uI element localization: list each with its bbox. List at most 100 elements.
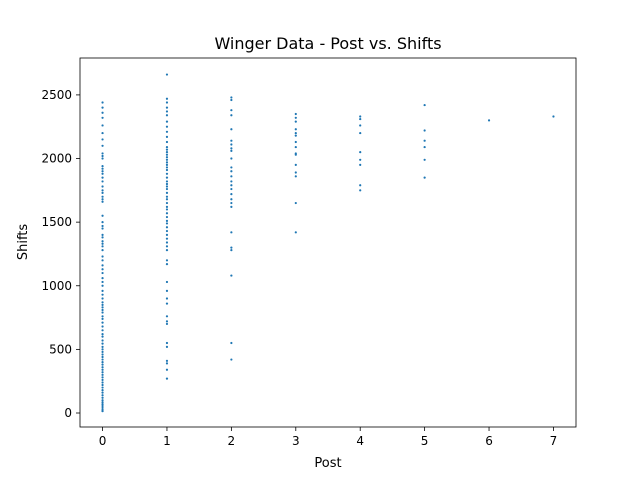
data-point — [165, 245, 169, 248]
data-point — [101, 172, 104, 175]
data-point — [359, 117, 362, 121]
data-point — [101, 116, 104, 119]
data-point — [294, 120, 297, 123]
data-point — [165, 148, 169, 151]
data-point — [101, 180, 104, 183]
data-point — [101, 373, 104, 376]
data-point — [165, 195, 169, 198]
data-point — [230, 246, 233, 249]
data-point — [165, 114, 169, 117]
data-point — [230, 98, 233, 102]
data-point — [101, 165, 104, 168]
data-point — [101, 345, 104, 348]
data-point — [165, 289, 169, 292]
data-point — [101, 157, 104, 160]
data-point — [230, 249, 233, 252]
data-point — [101, 396, 104, 399]
x-axis: 0 1 2 3 4 5 6 7 — [99, 427, 557, 448]
data-point — [165, 110, 169, 113]
data-point — [230, 274, 233, 277]
data-point — [101, 386, 104, 389]
data-point — [230, 175, 233, 178]
data-point — [165, 101, 169, 104]
data-point — [165, 97, 169, 100]
data-point — [101, 214, 104, 217]
data-point — [165, 185, 169, 188]
data-point — [101, 259, 104, 262]
data-point — [165, 187, 169, 191]
y-axis-label: Shifts — [16, 224, 31, 261]
data-point — [294, 131, 297, 135]
data-point — [165, 362, 169, 365]
data-point — [359, 131, 362, 135]
data-point — [101, 195, 104, 198]
data-point — [359, 163, 362, 166]
data-point — [165, 249, 169, 252]
data-point — [101, 321, 104, 324]
chart-title: Winger Data - Post vs. Shifts — [214, 34, 441, 53]
data-point — [101, 221, 104, 224]
data-point — [101, 297, 104, 300]
data-point — [101, 315, 104, 318]
data-point — [101, 191, 104, 194]
data-point — [101, 236, 104, 239]
plot-frame — [79, 57, 577, 428]
data-point — [101, 402, 104, 406]
data-point — [165, 315, 169, 318]
data-point — [101, 394, 104, 397]
data-point — [165, 233, 169, 236]
data-point — [165, 168, 169, 172]
data-point — [359, 124, 362, 127]
x-tick-label: 0 — [99, 434, 107, 448]
data-point — [165, 125, 169, 128]
data-point — [165, 263, 169, 266]
x-tick-label: 3 — [292, 434, 300, 448]
data-point — [487, 119, 491, 122]
data-point — [423, 139, 426, 142]
data-point — [101, 358, 104, 361]
data-point — [165, 182, 169, 186]
data-point — [101, 106, 104, 109]
data-point — [165, 208, 169, 211]
data-point — [230, 157, 233, 160]
data-point — [101, 371, 104, 374]
data-point — [165, 180, 169, 183]
data-point — [165, 320, 169, 323]
data-point — [165, 201, 169, 205]
data-point — [165, 151, 169, 154]
data-point — [101, 317, 104, 320]
data-point — [101, 280, 104, 284]
y-tick-label: 0 — [64, 406, 72, 420]
x-tick-label: 1 — [163, 434, 171, 448]
data-point — [165, 226, 169, 229]
data-point — [294, 163, 297, 166]
data-point — [101, 154, 104, 158]
data-point — [359, 184, 362, 187]
data-point — [101, 350, 104, 354]
data-point — [165, 106, 169, 109]
data-point — [101, 227, 104, 230]
data-point — [101, 301, 104, 304]
data-point — [101, 348, 104, 351]
y-tick-label: 1500 — [41, 215, 72, 229]
data-point — [230, 139, 233, 142]
data-point — [101, 268, 104, 271]
data-point — [230, 170, 233, 173]
data-point — [101, 189, 104, 192]
data-point — [359, 151, 362, 154]
data-point — [230, 201, 233, 205]
data-point — [230, 180, 233, 183]
data-point — [165, 345, 169, 348]
data-point — [101, 325, 104, 328]
data-point — [165, 302, 169, 305]
data-point — [101, 381, 104, 384]
data-point — [165, 219, 169, 222]
data-point — [230, 198, 233, 201]
data-point — [101, 271, 104, 275]
data-point — [230, 143, 233, 146]
data-point — [101, 249, 104, 252]
x-tick-label: 5 — [421, 434, 429, 448]
data-point — [230, 114, 233, 117]
data-point — [165, 205, 169, 208]
